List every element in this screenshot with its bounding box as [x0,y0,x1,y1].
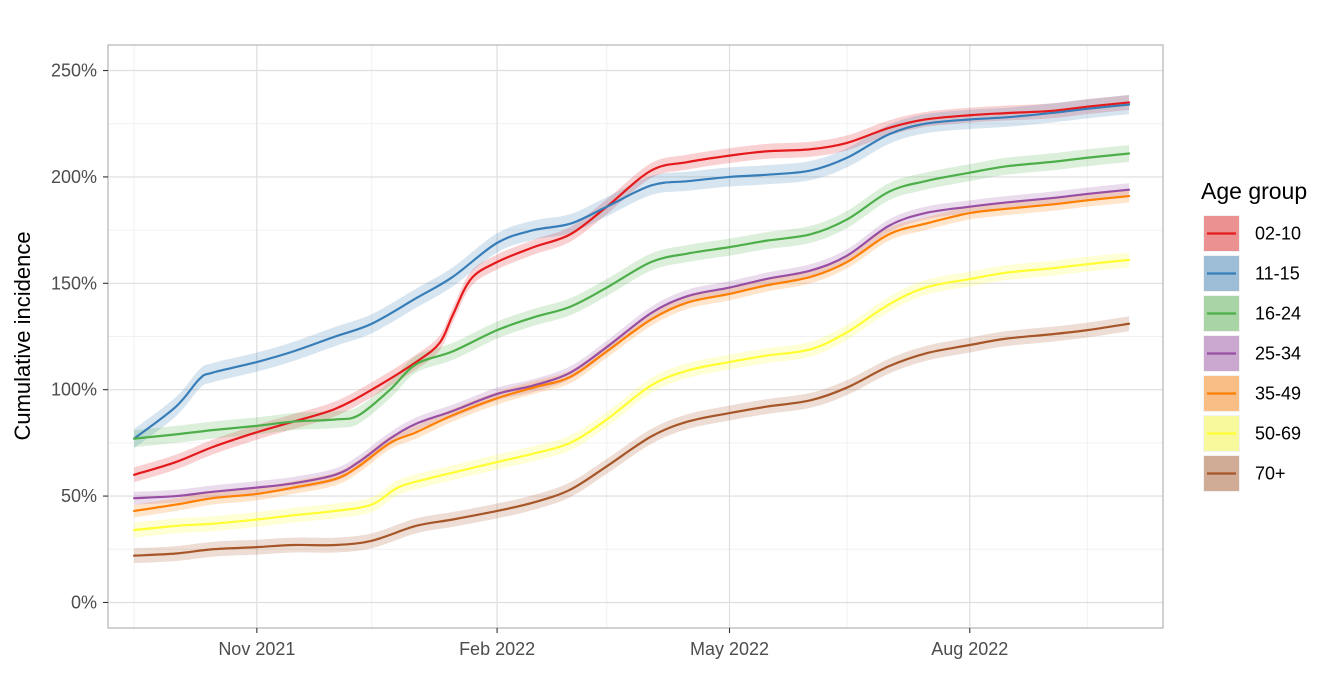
x-tick-label: Nov 2021 [218,639,295,659]
legend-label-02-10: 02-10 [1255,224,1301,244]
line-50-69 [133,258,1131,532]
y-tick-label: 250% [51,61,97,81]
line-16-24 [133,152,1131,440]
grid-lines [108,45,1163,628]
legend-item-11-15: 11-15 [1203,255,1300,292]
series-lines [133,101,1131,557]
y-tick-label: 200% [51,167,97,187]
axes: 0% 50% 100% 150% 200% 250% Nov 2021 Feb 2022 May… [51,61,1008,659]
y-tick-label: 50% [61,486,97,506]
legend-label-16-24: 16-24 [1255,304,1301,324]
legend-item-50-69: 50-69 [1203,415,1301,452]
line-35-49 [133,194,1131,513]
legend-label-50-69: 50-69 [1255,424,1301,444]
band-02-10 [134,95,1130,483]
legend-label-25-34: 25-34 [1255,344,1301,364]
y-tick-label: 100% [51,380,97,400]
band-50-69 [134,252,1130,538]
band-70+ [134,316,1130,564]
legend-item-02-10: 02-10 [1203,215,1301,252]
x-tick-label: Aug 2022 [931,639,1008,659]
legend-label-70+: 70+ [1255,464,1286,484]
y-tick-label: 150% [51,273,97,293]
legend-label-35-49: 35-49 [1255,384,1301,404]
panel-border [107,44,1164,629]
legend-item-16-24: 16-24 [1203,295,1301,332]
line-11-15 [133,103,1131,440]
legend-title: Age group [1201,178,1307,204]
x-tick-label: May 2022 [690,639,769,659]
confidence-bands [134,95,1130,564]
line-25-34 [133,188,1131,500]
legend-item-35-49: 35-49 [1203,375,1301,412]
x-tick-label: Feb 2022 [459,639,535,659]
legend-label-11-15: 11-15 [1255,264,1300,284]
legend-item-70+: 70+ [1203,455,1286,492]
line-70+ [133,322,1131,557]
legend-item-25-34: 25-34 [1203,335,1301,372]
line-02-10 [133,101,1131,476]
y-axis-title: Cumulative incidence [10,231,35,440]
y-tick-label: 0% [71,592,97,612]
legend: Age group 02-10 11-15 16-24 25-34 35-49 50-69… [1201,178,1307,492]
